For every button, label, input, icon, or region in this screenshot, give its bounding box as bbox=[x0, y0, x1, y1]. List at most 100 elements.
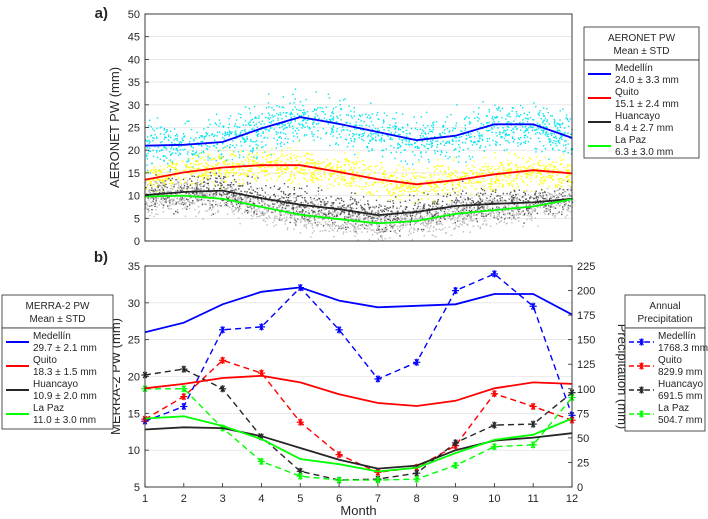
panel-a-legend-name-huancayo: Huancayo bbox=[615, 111, 660, 122]
panel-b-label: b) bbox=[94, 249, 108, 266]
panel-b-pw-legend-title-line2: Mean ± STD bbox=[29, 314, 85, 325]
precip-point-la-paz bbox=[490, 443, 498, 451]
panel-b-line-huancayo bbox=[144, 426, 573, 470]
panel-a-legend-name-medellin: Medellín bbox=[615, 63, 653, 74]
panel-b-x-tick-label: 7 bbox=[375, 493, 381, 505]
panel-b-precip-legend-stat-quito: 829.9 mm bbox=[658, 367, 702, 378]
panel-b-y2-tick-label: 150 bbox=[577, 335, 595, 347]
panel-b-legend-name-huancayo: Huancayo bbox=[33, 379, 78, 390]
precip-line-la-paz bbox=[145, 388, 573, 481]
precip-point-medellin bbox=[335, 326, 343, 334]
panel-a-legend-name-quito: Quito bbox=[615, 87, 639, 98]
panel-b-y2-tick-label: 75 bbox=[577, 408, 589, 420]
precip-point-huancayo bbox=[451, 439, 460, 447]
panel-b-legend-stat-medellin: 29.7 ± 2.1 mm bbox=[33, 343, 97, 354]
panel-b-x-tick-label: 8 bbox=[414, 493, 420, 505]
precip-point-quito bbox=[529, 402, 537, 411]
precip-point-la-paz bbox=[257, 457, 266, 466]
panel-a-legend-title-line1: AERONET PW bbox=[608, 33, 676, 44]
precip-point-medellin bbox=[219, 326, 227, 334]
panel-b-x-tick-label: 10 bbox=[488, 493, 500, 505]
precip-point-quito bbox=[219, 356, 227, 364]
panel-a-line-medellin bbox=[144, 116, 573, 147]
panel-b-precip-legend-marker-huancayo bbox=[637, 386, 646, 394]
panel-a-legend-stat-la-paz: 6.3 ± 3.0 mm bbox=[615, 147, 673, 158]
panel-b-y2-tick-label: 0 bbox=[577, 482, 583, 494]
panel-a-legend-stat-quito: 15.1 ± 2.4 mm bbox=[615, 99, 679, 110]
precip-point-quito bbox=[490, 390, 498, 398]
panel-a-legend-title-box bbox=[583, 26, 700, 61]
panel-b-y2-tick-label: 225 bbox=[577, 261, 595, 273]
panel-b-x-axis-label: Month bbox=[340, 503, 376, 518]
panel-b-precip-legend-stat-huancayo: 691.5 mm bbox=[658, 391, 702, 402]
panel-b-precip-legend-marker-la-paz bbox=[637, 410, 646, 418]
panel-b-y2-tick-label: 100 bbox=[577, 384, 595, 396]
precip-point-la-paz bbox=[451, 461, 460, 469]
panel-b-y-tick-label: 15 bbox=[128, 408, 140, 420]
panel-a-y-tick-label: 35 bbox=[128, 77, 140, 89]
panel-b-y-tick-label: 30 bbox=[128, 298, 140, 310]
panel-b-precip-legend-stat-la-paz: 504.7 mm bbox=[658, 415, 702, 426]
panel-a-y-tick-label: 15 bbox=[128, 168, 140, 180]
panel-b-y2-tick-label: 25 bbox=[577, 457, 589, 469]
precip-point-medellin bbox=[413, 358, 421, 366]
panel-b-legend-name-medellin: Medellín bbox=[33, 331, 71, 342]
precip-line-medellin bbox=[144, 273, 573, 422]
precip-point-la-paz bbox=[529, 441, 537, 449]
panel-a-line-huancayo bbox=[144, 189, 573, 217]
panel-b-pw-legend-entries-box bbox=[1, 327, 114, 430]
precip-point-medellin bbox=[180, 402, 188, 411]
panel-b-legend-stat-la-paz: 11.0 ± 3.0 mm bbox=[33, 415, 96, 426]
scatter-huancayo bbox=[145, 169, 574, 237]
precip-point-medellin bbox=[490, 270, 498, 278]
precip-point-la-paz bbox=[335, 476, 343, 484]
panel-b-precip-legend-name-la-paz: La Paz bbox=[658, 403, 689, 414]
panel-b-y-tick-label: 5 bbox=[134, 482, 140, 494]
panel-b-precip-legend-name-huancayo: Huancayo bbox=[658, 379, 703, 390]
panel-b-x-tick-label: 2 bbox=[181, 493, 187, 505]
panel-b-y2-tick-label: 175 bbox=[577, 310, 595, 322]
panel-a-y-tick-label: 20 bbox=[128, 145, 140, 157]
panel-a-legend-name-la-paz: La Paz bbox=[615, 135, 646, 146]
panel-a-y-tick-label: 25 bbox=[128, 123, 140, 135]
panel-b-x-tick-label: 4 bbox=[258, 493, 264, 505]
precip-point-la-paz bbox=[374, 476, 382, 484]
panel-b-x-tick-label: 11 bbox=[527, 493, 538, 505]
panel-a-y-tick-label: 50 bbox=[128, 9, 140, 21]
panel-b-y-tick-label: 35 bbox=[128, 261, 140, 273]
panel-a-y-tick-label: 10 bbox=[128, 191, 140, 203]
precip-point-huancayo bbox=[180, 365, 188, 373]
precip-point-quito bbox=[180, 393, 188, 401]
panel-b-y-tick-label: 10 bbox=[128, 445, 140, 457]
panel-b-precip-legend-stat-medellin: 1768.3 mm bbox=[658, 343, 708, 354]
panel-b-line-medellin bbox=[144, 286, 573, 334]
panel-a-legend-stat-medellin: 24.0 ± 3.3 mm bbox=[615, 75, 679, 86]
panel-b-line-la-paz bbox=[144, 415, 573, 473]
panel-b-legend-name-quito: Quito bbox=[33, 355, 57, 366]
precip-point-medellin bbox=[529, 302, 537, 310]
panel-a-legend-stat-huancayo: 8.4 ± 2.7 mm bbox=[615, 123, 673, 134]
panel-b-y2-tick-label: 125 bbox=[577, 359, 595, 371]
precip-point-huancayo bbox=[529, 420, 537, 428]
panel-b-y2-tick-label: 50 bbox=[577, 433, 589, 445]
panel-b-precip-legend-title-line1: Annual bbox=[649, 301, 680, 312]
panel-a-y-tick-label: 0 bbox=[134, 236, 140, 248]
panel-b-x-tick-label: 6 bbox=[336, 493, 342, 505]
precip-point-la-paz bbox=[413, 475, 421, 483]
precip-point-la-paz bbox=[296, 472, 304, 480]
scatter-quito bbox=[145, 140, 574, 205]
panel-b-precip-legend-name-medellin: Medellín bbox=[658, 331, 696, 342]
panel-b-precip-legend-title-box bbox=[624, 294, 706, 329]
panel-b-legend-stat-quito: 18.3 ± 1.5 mm bbox=[33, 367, 97, 378]
precip-point-la-paz bbox=[180, 385, 188, 393]
precip-point-medellin bbox=[374, 375, 382, 383]
panel-a-legend-entries-box bbox=[583, 59, 700, 159]
panel-a-legend-title-line2: Mean ± STD bbox=[613, 46, 669, 57]
panel-b-x-tick-label: 12 bbox=[566, 493, 578, 505]
panel-b-y-tick-label: 20 bbox=[128, 372, 140, 384]
panel-a-y-tick-label: 30 bbox=[128, 100, 140, 112]
